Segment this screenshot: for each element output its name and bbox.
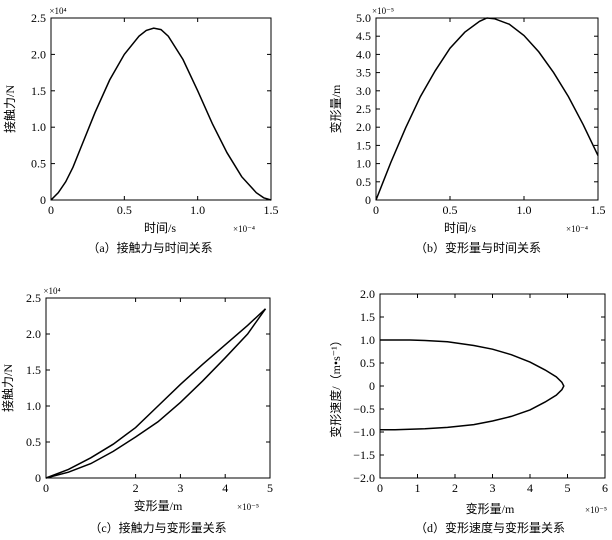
y-axis-label: 接触力/N: [0, 364, 15, 412]
x-multiplier: ×10⁻⁵: [585, 505, 607, 515]
series-line-0: [375, 17, 599, 201]
x-tick-label: 1.5: [591, 203, 606, 217]
chart-panel-2: 0 2 3 4 5 0 0.5 1.0 1.5 2.0 2.5 变形量/m 接触力/N ×10⁻⁵ ×10⁴…: [0, 286, 273, 535]
x-tick-label: 4: [527, 481, 533, 495]
series-line-0: [45, 308, 267, 479]
y-tick-label: 2.0: [360, 287, 375, 301]
x-tick-label: 0.5: [443, 203, 458, 217]
y-tick-label: −1.5: [353, 448, 375, 462]
y-tick-label: −1.0: [353, 425, 375, 439]
series-line-1: [45, 308, 267, 479]
x-tick-label: 0: [373, 203, 379, 217]
y-tick-label: 4.0: [356, 47, 371, 61]
y-tick-label: 2.0: [31, 47, 46, 61]
y-tick-label: 4.5: [356, 29, 371, 43]
series-line-0: [380, 339, 565, 431]
y-tick-label: 3.0: [356, 84, 371, 98]
y-tick-label: 1.5: [356, 138, 371, 152]
x-tick-label: 0: [48, 203, 54, 217]
x-tick-label: 6: [602, 481, 608, 495]
y-tick-label: 0: [35, 471, 41, 485]
y-tick-label: 1.0: [26, 399, 41, 413]
x-tick-label: 1.0: [517, 203, 532, 217]
x-tick-label: 3: [490, 481, 496, 495]
x-multiplier: ×10⁻⁴: [566, 224, 588, 234]
y-tick-label: 3.5: [356, 66, 371, 80]
x-tick-label: 0: [43, 481, 49, 495]
x-multiplier: ×10⁻⁴: [233, 224, 255, 234]
plot-frame: [50, 17, 272, 201]
y-tick-label: 0.5: [360, 356, 375, 370]
plot-frame: [379, 293, 606, 479]
chart-caption: （a）接触力与时间关系: [87, 240, 212, 255]
chart-panel-1: 0 0.5 1.0 1.500.51.01.52.02.53.03.54.04.55.…: [328, 6, 606, 255]
y-tick-label: 1.5: [360, 310, 375, 324]
y-tick-label: 0.5: [356, 175, 371, 189]
x-axis-label: 变形量/m: [134, 498, 183, 513]
chart-caption: （d）变形速度与变形量关系: [415, 520, 565, 535]
y-axis-label: 接触力/N: [2, 85, 17, 133]
y-tick-label: 1.5: [31, 84, 46, 98]
y-tick-label: 2.5: [31, 11, 46, 25]
y-tick-label: 2.0: [356, 120, 371, 134]
y-tick-label: −0.5: [353, 402, 375, 416]
y-tick-label: 0: [369, 379, 375, 393]
y-tick-label: 5.0: [356, 11, 371, 25]
chart-panel-0: 0 0.5 1.0 1.5 0 0.5 1.0 1.5 2.0 2.5 时间/s 接触力/N ×10⁻⁴…: [2, 6, 279, 255]
x-axis-label: 时间/s: [444, 221, 476, 235]
y-tick-label: 1.0: [356, 157, 371, 171]
y-tick-label: 1.0: [31, 120, 46, 134]
x-axis-label: 变形量/m: [466, 501, 515, 516]
x-tick-label: 0: [377, 481, 383, 495]
x-tick-label: 2: [452, 481, 458, 495]
y-axis-label: 变形量/m: [328, 84, 343, 133]
y-tick-label: 0.5: [31, 157, 46, 171]
y-multiplier: ×10⁻⁵: [372, 6, 394, 16]
x-tick-label: 3: [177, 481, 183, 495]
series-line-0: [50, 27, 272, 201]
y-tick-label: 0: [40, 193, 46, 207]
chart-caption: （b）变形量与时间关系: [415, 240, 541, 255]
y-multiplier: ×10⁴: [43, 286, 60, 296]
y-multiplier: ×10⁴: [49, 6, 66, 16]
y-tick-label: −2.0: [353, 471, 375, 485]
x-tick-label: 4: [222, 481, 228, 495]
y-axis-label: 变形速度/（m•s⁻¹）: [328, 334, 343, 437]
y-tick-label: 0.5: [26, 435, 41, 449]
x-tick-label: 2: [133, 481, 139, 495]
plot-frame: [375, 17, 599, 201]
x-tick-label: 1.5: [264, 203, 279, 217]
x-tick-label: 5: [267, 481, 273, 495]
plot-frame: [45, 297, 271, 479]
x-axis-label: 时间/s: [144, 221, 176, 235]
y-tick-label: 2.5: [356, 102, 371, 116]
x-tick-label: 1.0: [190, 203, 205, 217]
y-tick-label: 1.0: [360, 333, 375, 347]
x-tick-label: 5: [565, 481, 571, 495]
x-multiplier: ×10⁻⁵: [237, 502, 259, 512]
y-tick-label: 0: [365, 193, 371, 207]
x-tick-label: 1: [415, 481, 421, 495]
chart-caption: （c）接触力与变形量关系: [89, 520, 226, 535]
chart-panel-3: 0 1 2 3 4 5 6 −2.0 −1.5 −1.0 −0.5 0 0.5 1.0 1.5 2.0 变形量/…: [328, 287, 608, 535]
x-tick-label: 0.5: [117, 203, 132, 217]
y-tick-label: 1.5: [26, 363, 41, 377]
y-tick-label: 2.0: [26, 327, 41, 341]
y-tick-label: 2.5: [26, 291, 41, 305]
